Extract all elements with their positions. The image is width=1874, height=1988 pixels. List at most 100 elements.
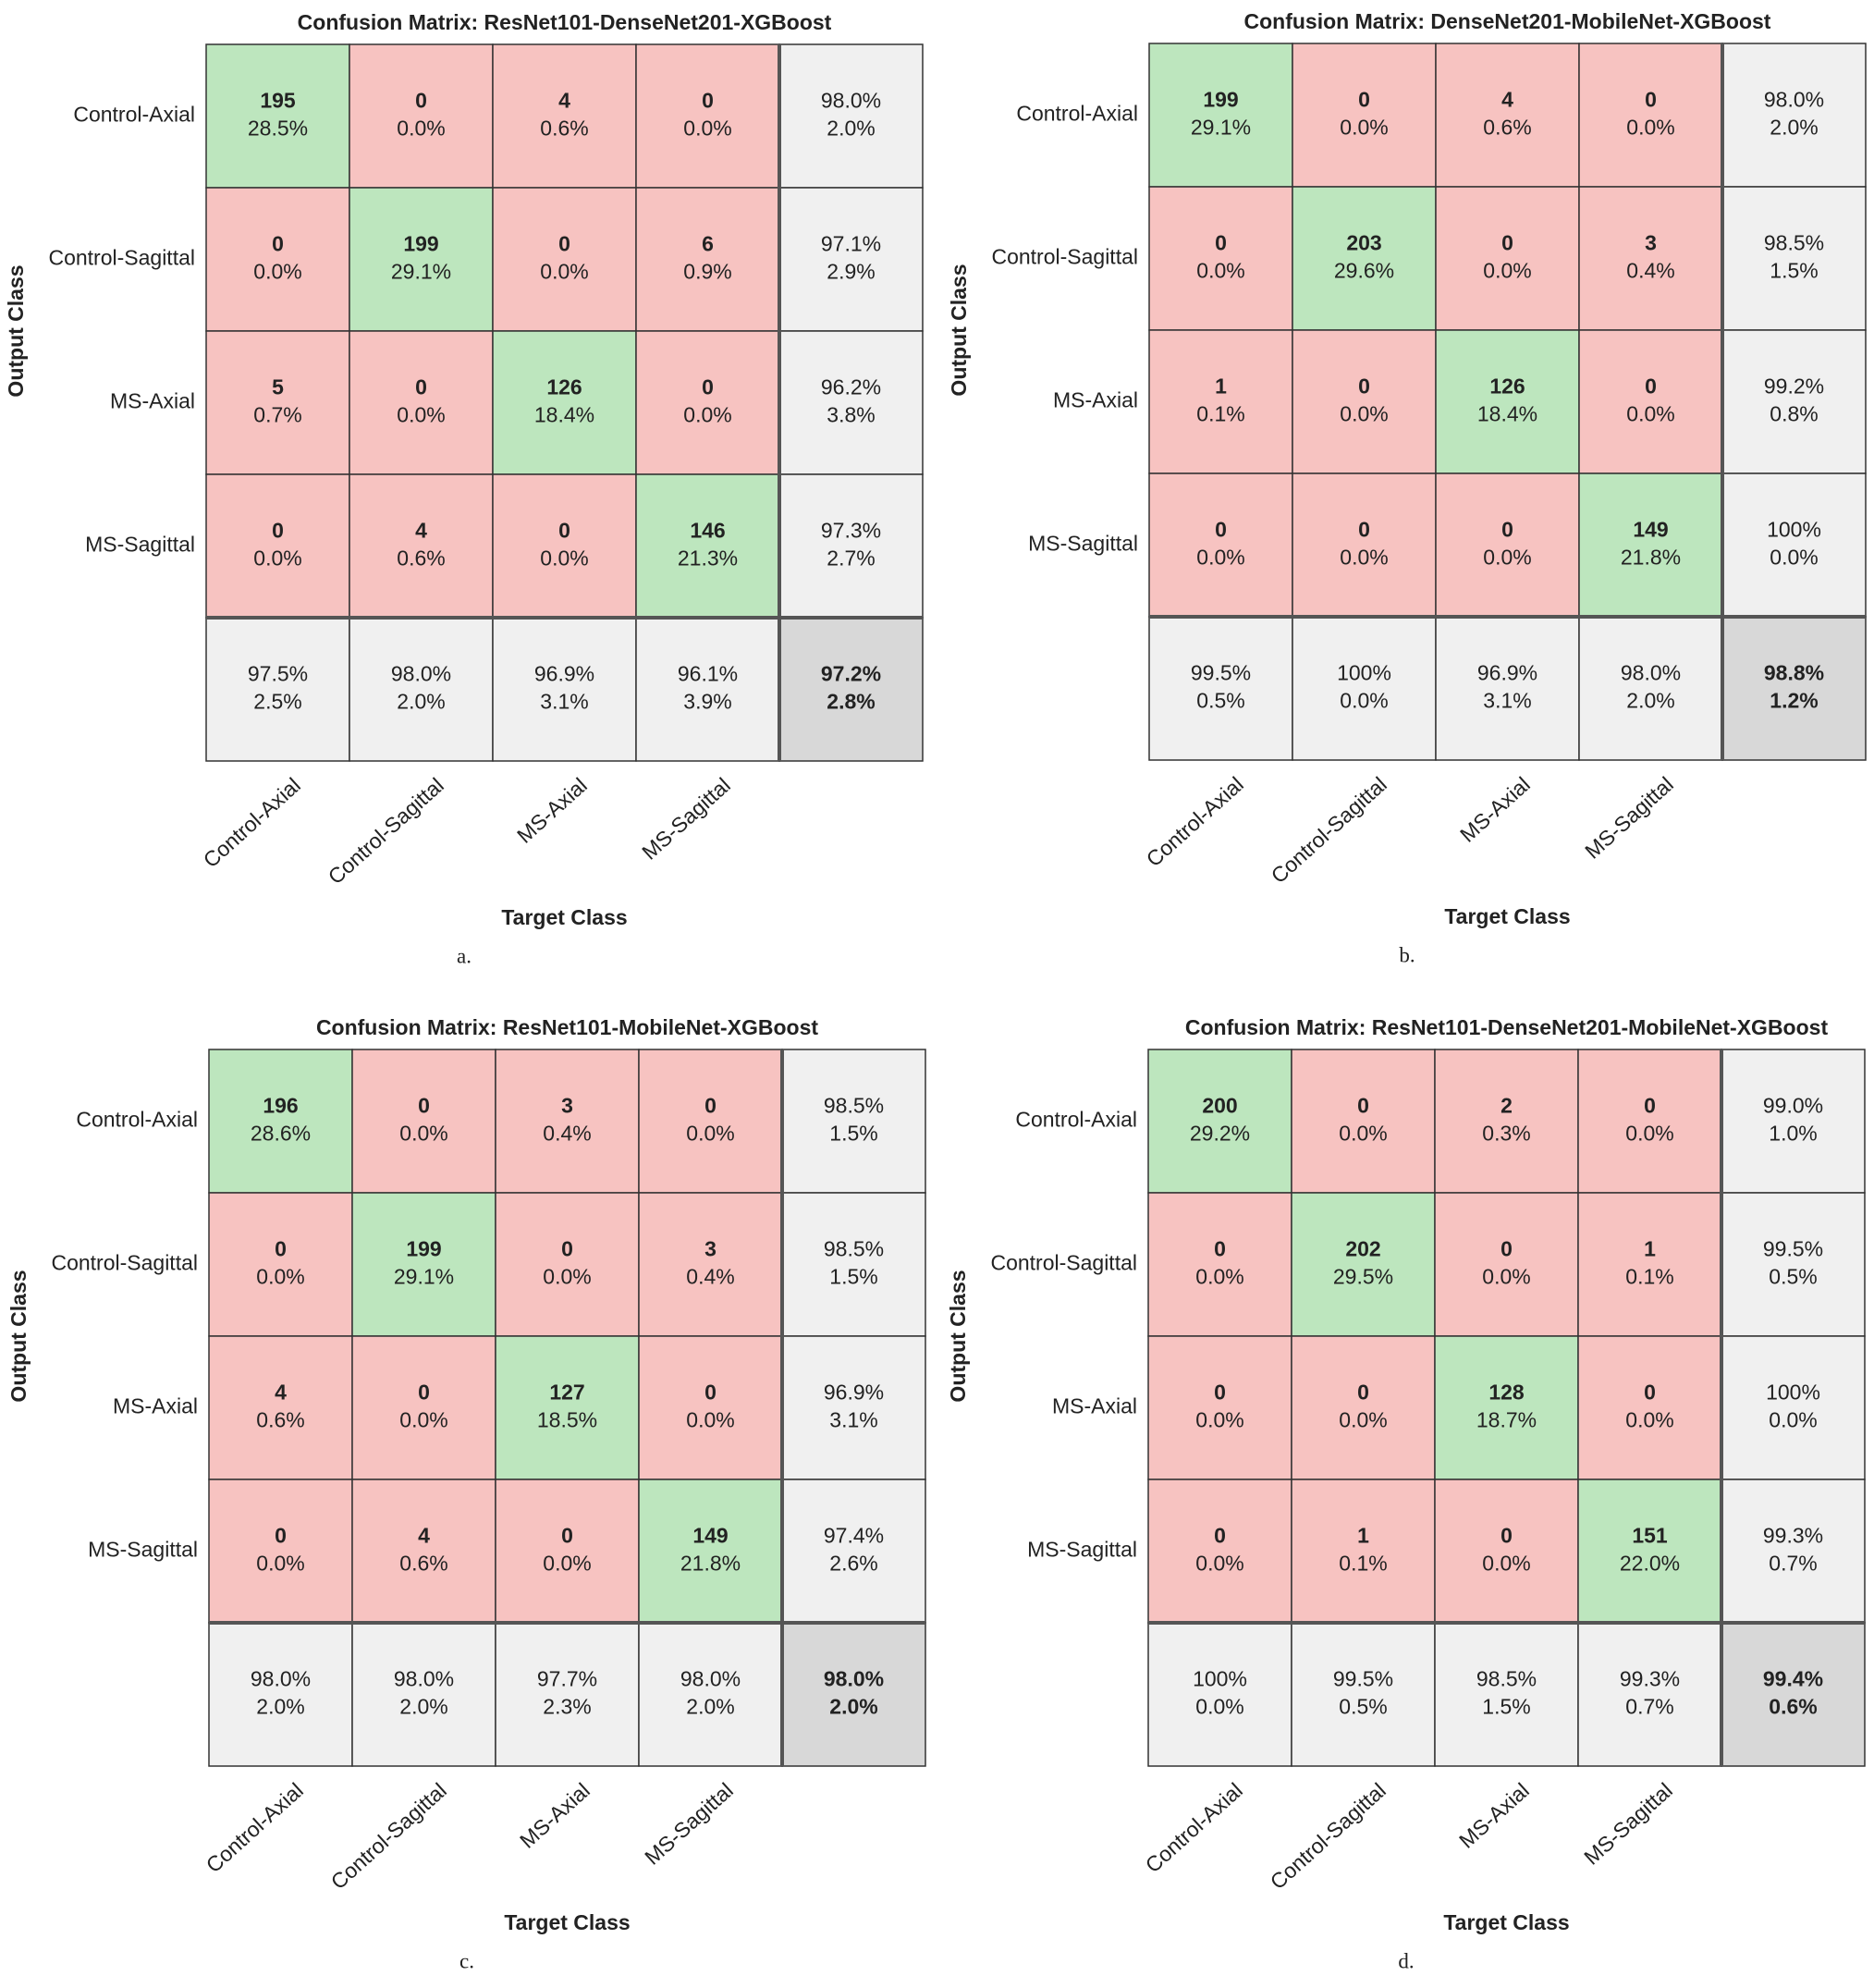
cell-text: 0 (418, 1094, 430, 1118)
cell-text: 0.4% (543, 1122, 591, 1146)
cell-text: 96.9% (1477, 661, 1537, 685)
y-axis-label: Output Class (947, 264, 971, 396)
cell (208, 1479, 353, 1624)
cell-text: 202 (1345, 1237, 1380, 1261)
row-label: MS-Sagittal (85, 533, 195, 557)
cell-text: 2.5% (253, 690, 301, 714)
cell-text: 0 (1214, 1381, 1226, 1405)
cell (495, 1192, 640, 1337)
cell-text: 0.0% (399, 1122, 447, 1146)
cell (635, 330, 780, 475)
row-label: MS-Sagittal (88, 1538, 198, 1562)
cell-text: 2.8% (827, 690, 875, 714)
col-label: MS-Sagittal (637, 773, 735, 865)
col-label: Control-Axial (1141, 1778, 1247, 1877)
cell-text: 1.5% (829, 1265, 877, 1289)
cell-text: 0 (415, 89, 427, 113)
cell-text: 0 (1358, 374, 1370, 399)
cell (208, 1335, 353, 1480)
cell-text: 99.0% (1763, 1094, 1823, 1118)
cell-text: 97.5% (248, 662, 308, 686)
cell (1292, 43, 1437, 188)
cell-text: 0.0% (397, 117, 445, 141)
cell-text: 2.0% (1770, 116, 1818, 140)
cell-text: 99.5% (1333, 1667, 1393, 1691)
cell (635, 43, 780, 189)
summary-cell (1721, 1622, 1866, 1767)
col-label: Control-Sagittal (1267, 772, 1391, 888)
cell-text: 0.7% (1769, 1552, 1817, 1576)
cell-text: 97.4% (824, 1524, 884, 1548)
cell-text: 0.0% (256, 1552, 304, 1576)
cell-text: 0.0% (686, 1408, 734, 1432)
cell-text: 0.0% (1483, 259, 1531, 283)
cell (1435, 329, 1580, 474)
summary-cell (781, 1335, 926, 1480)
cell (351, 1192, 496, 1337)
cell-text: 2.0% (686, 1695, 734, 1719)
cell-text: 0.6% (1483, 116, 1531, 140)
cell-text: 0.0% (543, 1552, 591, 1576)
chart-title: Confusion Matrix: ResNet101-DenseNet201-… (1185, 1015, 1829, 1039)
cell-text: 1.2% (1770, 689, 1818, 713)
cell-text: 4 (415, 519, 427, 543)
summary-cell (1577, 1622, 1722, 1767)
cell-text: 0.0% (1340, 402, 1388, 426)
cell-text: 0.6% (540, 117, 588, 141)
cell-text: 3.1% (1483, 689, 1531, 713)
cell-text: 100% (1193, 1667, 1247, 1691)
cell-text: 0.0% (1339, 1122, 1387, 1146)
x-axis-label: Target Class (504, 1910, 630, 1934)
row-label: MS-Axial (1053, 388, 1138, 412)
row-label: Control-Axial (73, 103, 195, 127)
cell-text: 196 (263, 1094, 298, 1118)
cell (1434, 1335, 1579, 1480)
cell-text: 0.6% (1769, 1695, 1817, 1719)
cell-text: 2.0% (829, 1695, 877, 1719)
cell (205, 43, 350, 189)
caption: d. (1398, 1949, 1414, 1972)
cell-text: 0.0% (1626, 402, 1674, 426)
cell (492, 187, 637, 332)
caption: a. (457, 944, 472, 967)
cell-text: 0 (1357, 1094, 1369, 1118)
cell-text: 0.0% (1196, 546, 1244, 570)
cell-text: 199 (1203, 88, 1238, 112)
cell-text: 2.9% (827, 260, 875, 284)
col-label: Control-Sagittal (324, 773, 448, 889)
cell (1148, 472, 1293, 618)
summary-cell (778, 187, 924, 332)
y-axis-label: Output Class (4, 264, 28, 397)
cell (205, 187, 350, 332)
cell-text: 2.6% (829, 1552, 877, 1576)
cell-text: 1.0% (1769, 1122, 1817, 1146)
chart-title: Confusion Matrix: ResNet101-MobileNet-XG… (316, 1015, 818, 1039)
cell-text: 151 (1632, 1524, 1668, 1548)
cell-text: 96.2% (821, 375, 881, 399)
cell-text: 126 (1489, 374, 1525, 399)
cell (495, 1479, 640, 1624)
cell-text: 199 (406, 1237, 441, 1261)
cell-text: 0.7% (1625, 1695, 1673, 1719)
cell-text: 2.0% (397, 690, 445, 714)
cell (1577, 1479, 1722, 1624)
cell-text: 98.5% (1476, 1667, 1537, 1691)
row-label: MS-Sagittal (1027, 1538, 1137, 1562)
summary-cell (1434, 1622, 1579, 1767)
col-label: MS-Axial (512, 773, 592, 848)
row-label: Control-Sagittal (48, 246, 195, 270)
cell-text: 0.0% (1483, 546, 1531, 570)
col-label: MS-Axial (1454, 1778, 1534, 1853)
cell-text: 0 (561, 1237, 573, 1261)
cell-text: 0.8% (1770, 402, 1818, 426)
cell-text: 99.3% (1763, 1524, 1823, 1548)
col-label: Control-Axial (199, 773, 305, 872)
cell-text: 28.5% (248, 117, 308, 141)
cell-text: 18.4% (1477, 402, 1537, 426)
cell-text: 97.1% (821, 232, 881, 256)
cell-text: 0.0% (1340, 116, 1388, 140)
cell (638, 1049, 783, 1194)
cell-text: 3 (1645, 231, 1657, 255)
summary-cell (781, 1192, 926, 1337)
summary-cell (1435, 616, 1580, 761)
